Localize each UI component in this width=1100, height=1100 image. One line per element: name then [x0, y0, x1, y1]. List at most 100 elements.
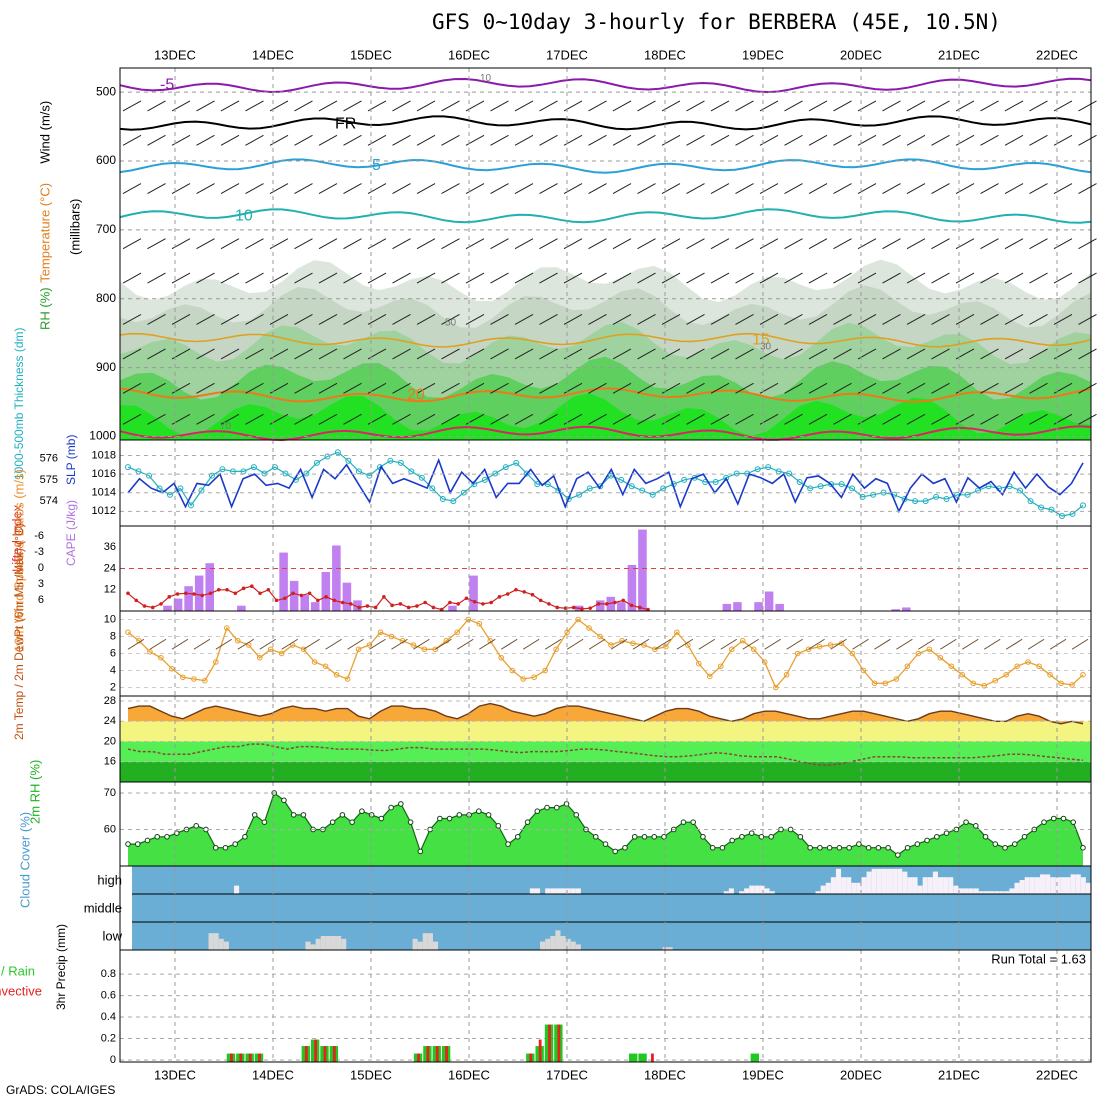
date-label-top: 21DEC: [938, 47, 980, 62]
pressure-tick-label: 500: [96, 84, 116, 98]
thickness-point: [933, 493, 940, 500]
wind-barb: [808, 183, 828, 194]
cloud-ylabel: Cloud Cover (%): [17, 812, 32, 908]
precip-convective-bar: [332, 1046, 336, 1062]
wind-barb: [416, 238, 436, 250]
thickness-point: [324, 453, 331, 460]
wind-barb: [1004, 272, 1024, 284]
wind-barb: [980, 238, 999, 250]
wind-barb: [882, 100, 901, 112]
wind-speed-point: [882, 680, 889, 687]
cape-bar: [902, 607, 911, 611]
thickness-tick-label: 575: [40, 474, 58, 486]
lifted-index-point: [406, 605, 411, 610]
cape-bar: [617, 602, 626, 611]
rh-point: [914, 841, 921, 847]
wind-barb: [147, 100, 166, 112]
high-cloud-bar: [988, 891, 995, 894]
date-label-top: 20DEC: [840, 47, 882, 62]
lifted-index-point: [464, 596, 469, 601]
slp-tick-label: 1016: [92, 468, 116, 480]
rh-point: [232, 841, 238, 847]
rh-point: [446, 815, 453, 822]
high-cloud-bar: [841, 877, 847, 894]
high-cloud-bar: [1019, 880, 1025, 894]
li-tick-label: 6: [38, 594, 44, 606]
wind-barb: [441, 100, 460, 112]
lifted-index-point: [142, 604, 147, 608]
wind-barb: [122, 272, 142, 284]
rh-point: [563, 801, 570, 807]
wind-barb: [906, 272, 926, 284]
thickness-point: [660, 485, 667, 492]
cape-bar: [194, 575, 204, 611]
rh-point: [1080, 844, 1086, 851]
wind-speed-point: [553, 646, 559, 653]
low-cloud-bar: [427, 933, 433, 950]
wind-barb: [735, 100, 754, 112]
date-label-bottom: 16DEC: [448, 1067, 490, 1082]
wind-barb: [514, 413, 534, 425]
thickness-point: [534, 481, 541, 488]
thickness-point: [1017, 487, 1024, 494]
wind-barb: [122, 413, 142, 425]
lifted-index-point: [563, 606, 568, 610]
cloud-level-label: low: [102, 928, 122, 943]
precip-convective-bar: [529, 1053, 533, 1062]
wind-barb: [710, 272, 730, 284]
thickness-point: [649, 491, 656, 498]
wind-barb: [833, 272, 852, 284]
wind-barb: [245, 183, 264, 194]
high-cloud-bar: [973, 888, 979, 894]
lifted-index-point: [604, 602, 609, 606]
cape-bar: [184, 586, 193, 611]
high-cloud-bar: [963, 888, 969, 894]
wind-barb: [637, 413, 656, 425]
rh-point: [222, 844, 229, 851]
wind-barb: [637, 272, 656, 284]
high-cloud-bar: [1004, 891, 1010, 894]
high-cloud-bar: [927, 877, 933, 894]
wind-barb: [490, 348, 509, 360]
wind-speed-point: [388, 633, 395, 640]
wind-barb: [416, 134, 436, 146]
wind-barb: [367, 272, 387, 284]
rh-point: [973, 823, 979, 829]
surface-wind-barb: [435, 638, 452, 650]
wind-barb: [931, 183, 950, 194]
wind-barb: [294, 183, 313, 194]
wind-barb: [808, 348, 828, 360]
wind-speed-point: [213, 659, 219, 665]
slp-tick-label: 1012: [92, 505, 116, 517]
precip-convective-bar: [548, 1024, 551, 1062]
rh-point: [1002, 844, 1008, 851]
thickness-point: [786, 470, 793, 477]
wind-speed-point: [893, 676, 900, 682]
surface-wind-barb: [852, 638, 869, 650]
low-cloud-bar: [218, 938, 224, 950]
wind-barb: [833, 238, 852, 250]
rh-point: [349, 819, 355, 825]
wind-barb: [220, 348, 240, 360]
wind-barb: [563, 272, 583, 284]
wind-barb: [122, 348, 142, 360]
wind-barb: [661, 272, 681, 284]
surface-wind-barb: [940, 638, 957, 650]
lifted-index-point: [126, 591, 130, 596]
wind-barb: [441, 382, 460, 394]
wind-speed-point: [1080, 671, 1086, 678]
wind-barb: [612, 238, 632, 250]
high-cloud-bar: [958, 888, 964, 894]
lifted-index-point: [192, 592, 196, 596]
wind-barb: [343, 100, 362, 112]
wind-barb: [980, 413, 999, 425]
wind-barb: [710, 348, 730, 360]
high-cloud-bar: [948, 877, 954, 894]
high-cloud-bar: [555, 888, 561, 894]
wind-barb: [588, 238, 607, 250]
rh-point: [895, 852, 901, 858]
wind-speed-point: [377, 629, 384, 636]
wind-barb: [882, 183, 901, 194]
thickness-point: [145, 472, 152, 479]
wind-barb: [392, 183, 411, 194]
